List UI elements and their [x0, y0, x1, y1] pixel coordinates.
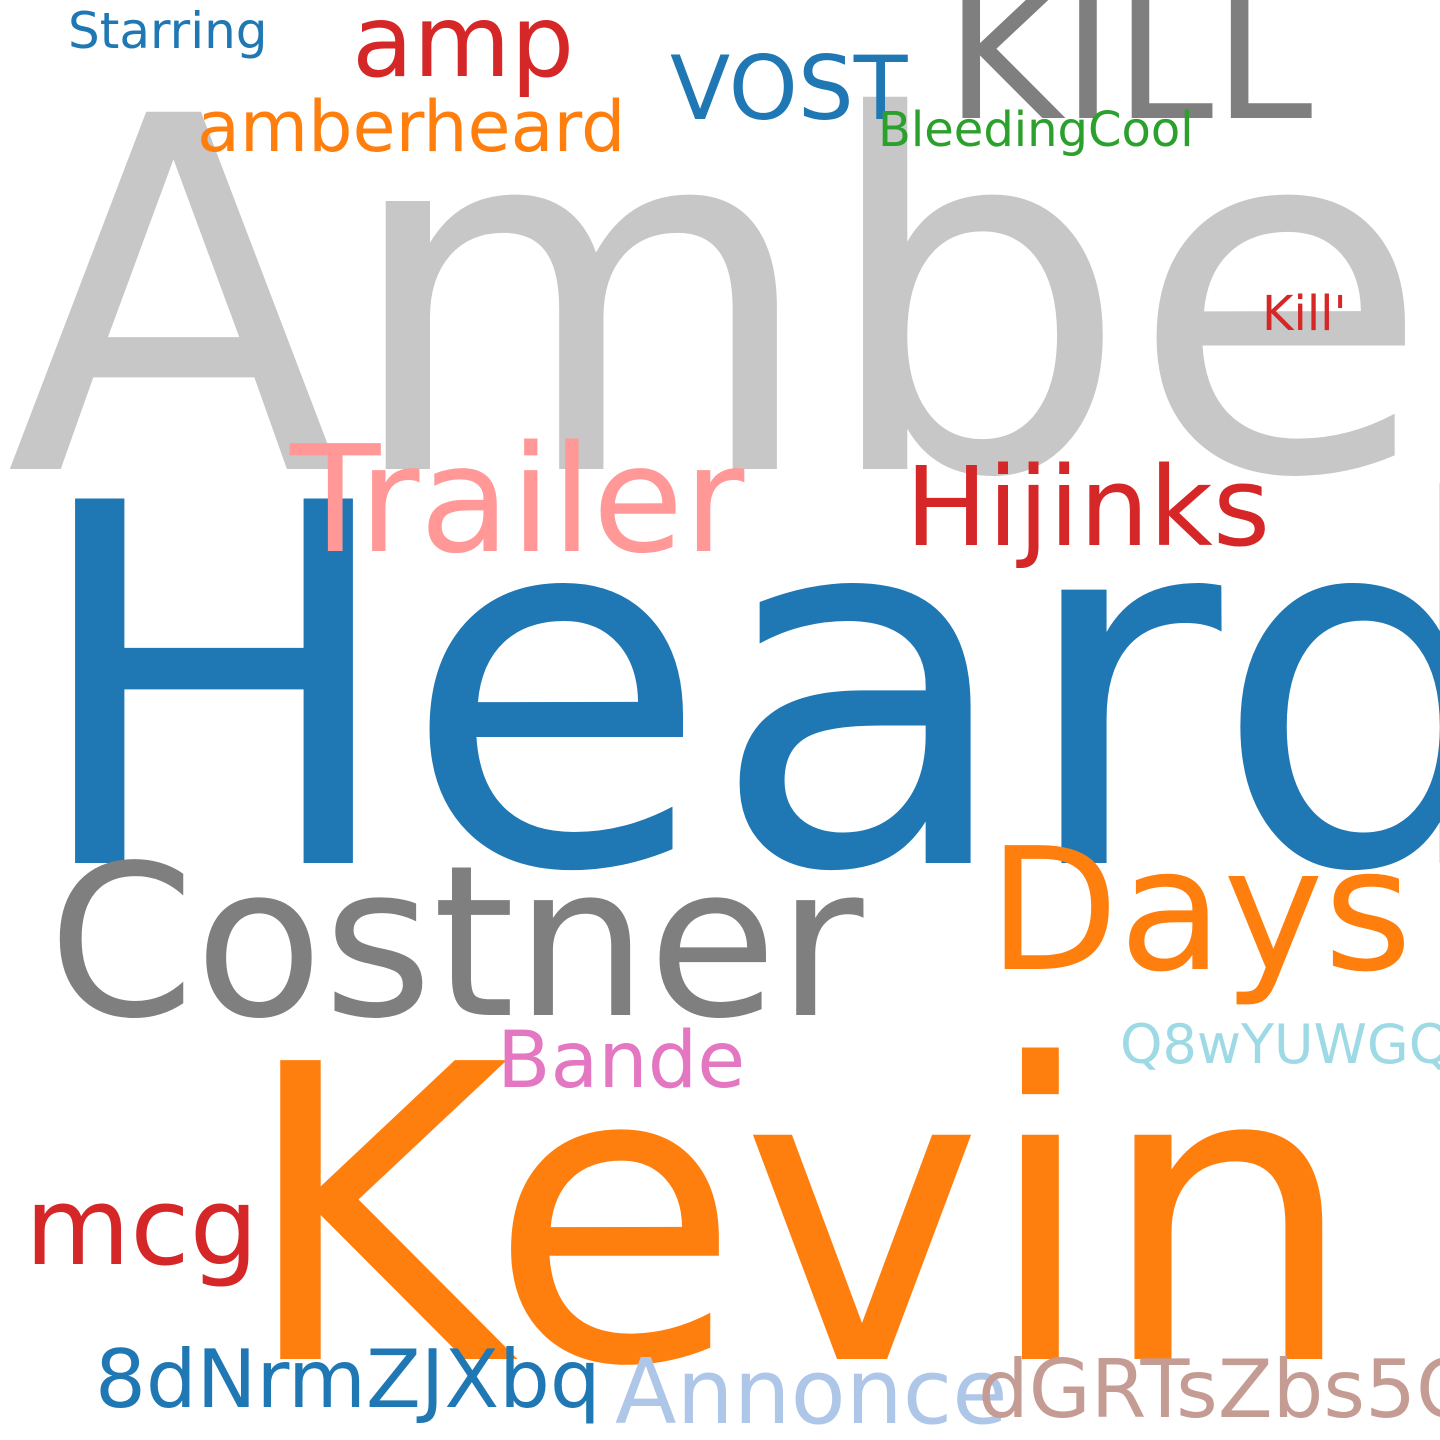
word-kevin: Kevin — [240, 978, 1358, 1440]
word-starring: Starring — [68, 2, 268, 60]
word-amberheard: amberheard — [197, 86, 626, 168]
word-costner: Costner — [48, 820, 864, 1065]
word-vost: VOST — [670, 37, 908, 140]
word-heard: Heard — [26, 399, 1440, 981]
word-amp: amp — [352, 0, 575, 100]
word-amber: Amber — [6, 14, 1440, 585]
word-hijinks: Hijinks — [905, 443, 1271, 571]
word-bleedingcool: BleedingCool — [878, 102, 1194, 158]
word-dgrtszbs5c: dGRTsZbs5C — [978, 1343, 1440, 1436]
word-q8wyuwgqmo: Q8wYUWGQmO — [1120, 1013, 1440, 1076]
word-kill-caps: KILL — [945, 0, 1313, 160]
word-annonce: Annonce — [615, 1340, 1008, 1440]
word-trailer: Trailer — [290, 414, 745, 586]
word-8dnrmzjxbq: 8dNrmZJXbq — [95, 1333, 601, 1426]
word-days: Days — [988, 812, 1413, 1010]
word-mcg: mcg — [25, 1165, 259, 1290]
word-bande: Bande — [497, 1016, 746, 1106]
word-kill-quote: Kill' — [1262, 286, 1347, 342]
